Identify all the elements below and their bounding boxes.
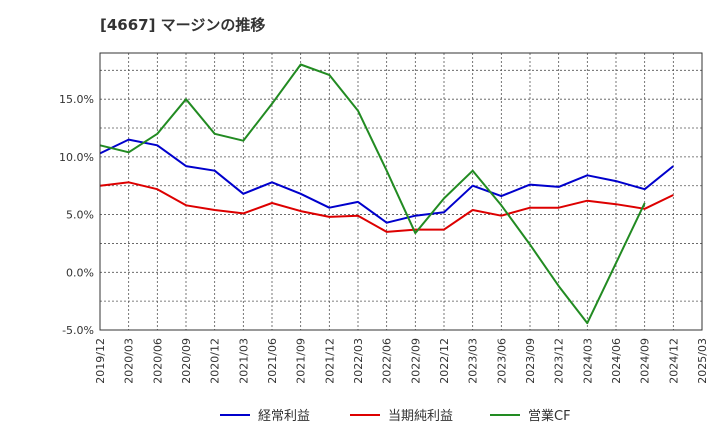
series-layer — [99, 63, 674, 325]
legend: 経常利益 当期純利益 営業CF — [220, 408, 571, 424]
y-tick-label: 10.0% — [59, 151, 94, 164]
series-line-2 — [99, 181, 674, 233]
y-tick-label: 15.0% — [59, 93, 94, 106]
plot-border — [99, 52, 703, 331]
x-tick-label: 2020/03 — [123, 338, 136, 384]
series-line-1 — [99, 138, 674, 224]
x-tick-label: 2023/12 — [553, 338, 566, 384]
x-tick-label: 2023/09 — [524, 338, 537, 384]
x-tick-label: 2023/06 — [495, 338, 508, 384]
x-tick-label: 2020/12 — [209, 338, 222, 384]
x-tick-label: 2021/06 — [266, 338, 279, 384]
x-tick-label: 2022/03 — [352, 338, 365, 384]
series-line-3 — [99, 63, 646, 325]
x-tick-label: 2022/06 — [381, 338, 394, 384]
chart-title: [4667] マージンの推移 — [100, 16, 266, 34]
legend-label-3: 営業CF — [528, 408, 571, 424]
axes: -5.0% 0.0% 5.0% 10.0% 15.0% 2019/12 2020/03 202… — [59, 52, 709, 384]
x-tick-label: 2019/12 — [94, 338, 107, 384]
x-tick-label: 2022/09 — [409, 338, 422, 384]
x-tick-label: 2025/03 — [696, 338, 709, 384]
y-tick-label: -5.0% — [62, 324, 94, 337]
legend-label-1: 経常利益 — [258, 409, 310, 424]
x-tick-label: 2022/12 — [438, 338, 451, 384]
x-tick-label: 2020/06 — [151, 338, 164, 384]
x-tick-label: 2024/06 — [610, 338, 623, 384]
x-tick-label: 2024/09 — [639, 338, 652, 384]
grid — [100, 53, 702, 330]
x-tick-label: 2023/03 — [467, 338, 480, 384]
x-tick-label: 2021/09 — [295, 338, 308, 384]
legend-label-2: 当期純利益 — [388, 409, 453, 424]
x-tick-label: 2024/12 — [667, 338, 680, 384]
x-tick-label: 2021/12 — [323, 338, 336, 384]
x-tick-label: 2020/09 — [180, 338, 193, 384]
x-tick-label: 2024/03 — [581, 338, 594, 384]
y-tick-label: 5.0% — [66, 209, 94, 222]
x-tick-label: 2021/03 — [237, 338, 250, 384]
y-tick-label: 0.0% — [66, 266, 94, 279]
